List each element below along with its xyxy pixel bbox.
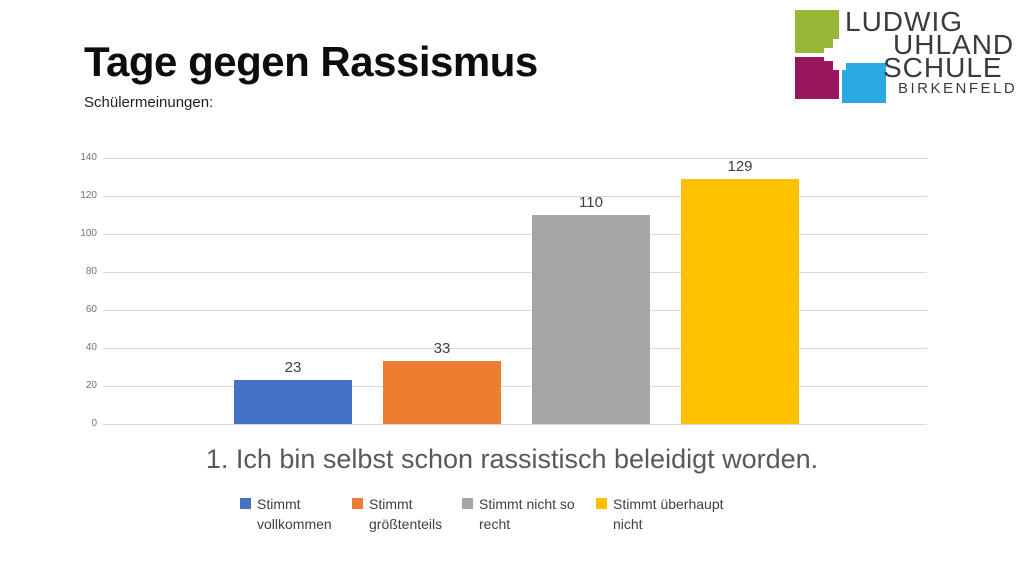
logo-text-line: UHLAND xyxy=(893,29,1015,60)
school-logo: LUDWIG UHLAND SCHULE BIRKENFELD xyxy=(793,6,1015,104)
bar-2 xyxy=(383,361,501,424)
y-gridline xyxy=(103,309,927,311)
y-axis-tick-label: 140 xyxy=(80,152,97,163)
legend-swatch-icon xyxy=(352,498,363,509)
legend-label: Stimmt nicht so recht xyxy=(479,496,575,533)
bar-value-label: 23 xyxy=(284,359,302,377)
y-gridline xyxy=(103,157,927,159)
logo-plus-icon xyxy=(824,48,855,61)
y-gridline xyxy=(103,423,927,425)
legend-label: Stimmt überhaupt nicht xyxy=(613,496,724,533)
y-gridline xyxy=(103,233,927,235)
y-gridline xyxy=(103,271,927,273)
legend-label: Stimmt größtenteils xyxy=(369,496,443,533)
logo-blue-square-icon xyxy=(842,63,886,103)
y-axis-tick-label: 0 xyxy=(91,418,97,429)
slide-subtitle: Schülermeinungen: xyxy=(84,94,214,111)
legend-item: Stimmt vollkommen xyxy=(240,494,342,535)
y-axis-tick-label: 40 xyxy=(85,342,97,353)
bar-1 xyxy=(234,380,352,424)
logo-text-line: SCHULE xyxy=(883,52,1003,83)
bar-3 xyxy=(532,215,650,424)
legend-swatch-icon xyxy=(240,498,251,509)
logo-magenta-square-icon xyxy=(795,57,839,99)
y-axis-tick-label: 80 xyxy=(85,266,97,277)
y-axis-tick-label: 120 xyxy=(80,190,97,201)
legend-swatch-icon xyxy=(596,498,607,509)
legend-item: Stimmt überhaupt nicht xyxy=(596,494,751,535)
legend-label: Stimmt vollkommen xyxy=(257,496,332,533)
y-axis-tick-label: 20 xyxy=(85,380,97,391)
bar-4 xyxy=(681,178,799,424)
legend-item: Stimmt nicht so recht xyxy=(462,494,593,535)
bar-value-label: 129 xyxy=(727,157,753,175)
logo-text-line: LUDWIG xyxy=(845,6,963,37)
chart-title: 1. Ich bin selbst schon rassistisch bele… xyxy=(205,444,819,474)
y-gridline xyxy=(103,195,927,197)
logo-text-subline: BIRKENFELD xyxy=(898,80,1018,97)
slide-title: Tage gegen Rassismus xyxy=(84,38,538,85)
legend-swatch-icon xyxy=(462,498,473,509)
y-gridline xyxy=(103,347,927,349)
y-axis-tick-label: 60 xyxy=(85,304,97,315)
logo-green-square-icon xyxy=(795,10,839,53)
y-gridline xyxy=(103,385,927,387)
bar-value-label: 110 xyxy=(579,194,603,211)
legend-item: Stimmt größtenteils xyxy=(352,494,465,535)
bar-value-label: 33 xyxy=(433,340,451,358)
y-axis-tick-label: 100 xyxy=(80,228,97,239)
